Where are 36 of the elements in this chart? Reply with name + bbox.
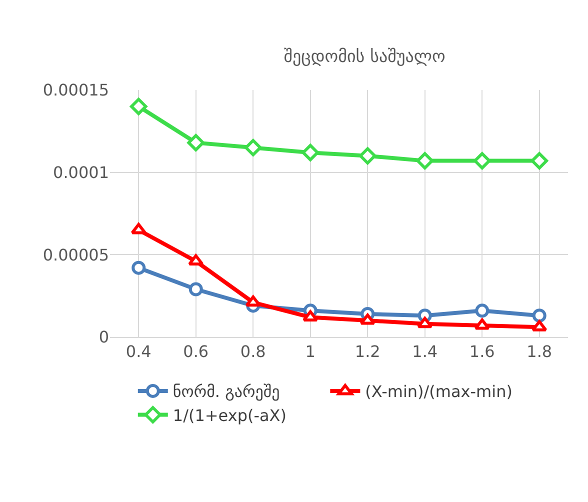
x-tick-label: 1.2 — [354, 342, 380, 362]
point — [302, 144, 320, 162]
y-tick-label: 0.00005 — [42, 245, 109, 264]
point — [244, 138, 262, 156]
legend-label: 1/(1+exp(-aX) — [172, 406, 287, 425]
point — [130, 222, 146, 234]
point — [188, 282, 203, 296]
point — [417, 316, 433, 328]
x-tick-label: 1.4 — [412, 342, 438, 362]
legend-label: ნორმ. გარეშე — [172, 382, 280, 402]
x-tick-label: 1.8 — [526, 342, 552, 362]
x-tick-label: 0.6 — [183, 342, 209, 362]
point — [416, 152, 434, 170]
point — [530, 152, 548, 170]
point — [473, 152, 491, 170]
x-tick-label: 1 — [305, 342, 316, 362]
chart-title: შეცდომის საშუალო — [284, 47, 446, 68]
point — [245, 295, 261, 307]
point — [188, 254, 204, 266]
point — [532, 320, 548, 332]
point — [187, 134, 205, 152]
point — [130, 98, 148, 116]
point — [360, 314, 376, 325]
point — [475, 304, 490, 318]
x-tick-label: 0.4 — [126, 342, 152, 362]
point — [474, 318, 490, 330]
y-tick-label: 0.0001 — [53, 162, 109, 182]
y-tick-label: 0 — [98, 328, 109, 347]
legend-label: (X-min)/(max-min) — [365, 382, 512, 402]
x-tick-label: 0.8 — [240, 342, 266, 362]
point — [532, 308, 546, 323]
x-tick-label: 1.6 — [469, 342, 495, 362]
point — [302, 310, 318, 322]
point — [358, 147, 376, 165]
y-tick-label: 0.00015 — [42, 80, 109, 100]
point — [132, 260, 146, 275]
